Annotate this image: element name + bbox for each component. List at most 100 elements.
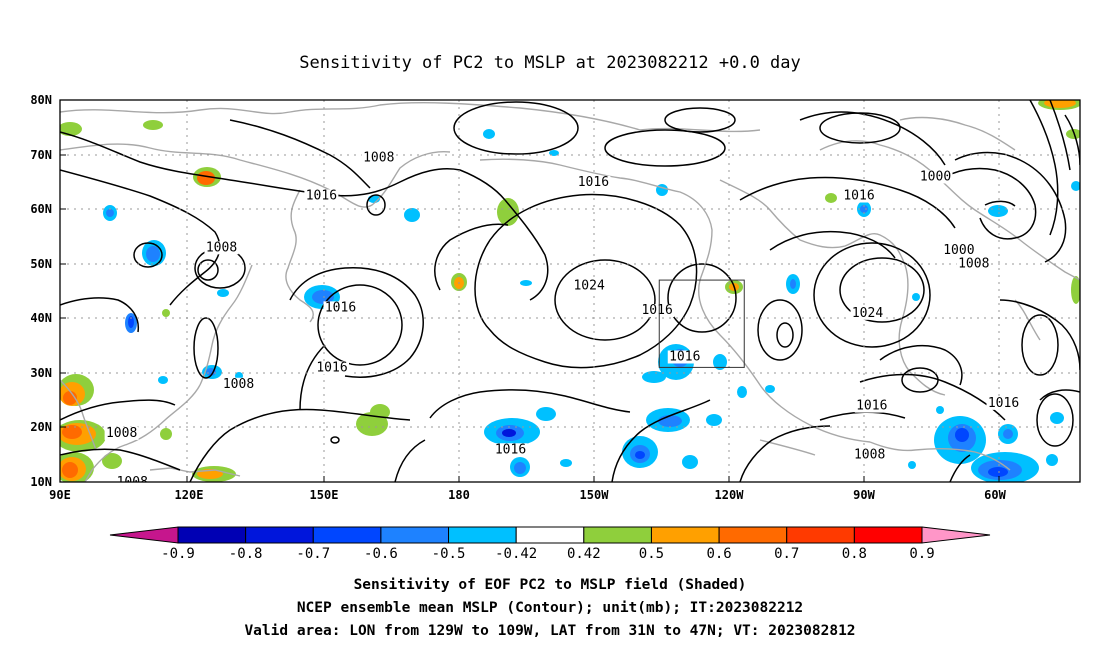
valid-area-box [658, 279, 745, 368]
colorbar-label: 0.8 [842, 546, 867, 562]
lat-label: 20N [30, 420, 52, 434]
contour-label: 1016 [495, 442, 526, 457]
lat-label: 60N [30, 202, 52, 216]
lat-label: 70N [30, 148, 52, 162]
contour-label-background [315, 361, 349, 375]
contour-label-background [667, 350, 702, 364]
lat-label: 10N [30, 475, 52, 489]
contour-label: 1008 [363, 150, 394, 165]
contour-label-background [323, 301, 358, 315]
lon-label: 120W [715, 488, 745, 502]
contour-label-background [956, 257, 991, 271]
colorbar-swatch [515, 526, 585, 544]
colorbar-swatch [312, 526, 382, 544]
colorbar-label: 0.7 [774, 546, 799, 562]
lon-label: 150W [580, 488, 610, 502]
lon-label: 150E [310, 488, 339, 502]
contour-label: 1016 [316, 360, 347, 375]
caption-line-1: Sensitivity of EOF PC2 to MSLP field (Sh… [354, 577, 747, 593]
lat-label: 40N [30, 311, 52, 325]
contour-label-background [854, 399, 889, 413]
lon-label: 180 [448, 488, 470, 502]
contour-label-background [104, 426, 139, 440]
contour-label: 1016 [325, 300, 356, 315]
contour-label: 1016 [669, 349, 700, 364]
colorbar-swatch [786, 526, 855, 544]
contour-label-background [640, 304, 675, 318]
contour-label: 1016 [306, 189, 337, 204]
latitude-labels: 80N 70N 60N 50N 40N 30N 20N 10N [30, 93, 52, 489]
contour-label-background [918, 170, 953, 184]
contour-label-background [842, 189, 876, 203]
colorbar-label: -0.7 [296, 546, 330, 562]
lon-label: 90E [49, 488, 71, 502]
map-frame [59, 99, 1081, 483]
contour-label: 1024 [573, 279, 604, 294]
longitude-labels: 90E 120E 150E 180 150W 120W 90W 60W [49, 488, 1006, 502]
colorbar: -0.9 -0.8 -0.7 -0.6 -0.5 -0.42 0.42 0.5 0.6 0.7 0.… [109, 526, 991, 562]
contour-label: 1008 [117, 475, 148, 490]
contour-label: 1016 [988, 396, 1019, 411]
contour-labels: 1008101610161000100010081016100810241016… [104, 150, 1021, 490]
contour-label-background [304, 189, 339, 203]
colorbar-swatch [245, 526, 314, 544]
caption-line-2: NCEP ensemble mean MSLP (Contour); unit(… [297, 600, 803, 616]
colorbar-label: -0.8 [229, 546, 263, 562]
mslp-contours [60, 100, 1080, 482]
lat-label: 50N [30, 257, 52, 271]
colorbar-label: -0.42 [495, 546, 537, 562]
contour-label-background [572, 279, 607, 293]
contour-label-background [204, 241, 239, 255]
colorbar-label: -0.9 [161, 546, 195, 562]
contour-label-background [850, 306, 885, 320]
contour-label-background [361, 151, 396, 165]
contour-label-background [986, 396, 1021, 410]
lat-lon-grid [60, 100, 1080, 482]
lon-label: 120E [175, 488, 204, 502]
map-area: 1008101610161000100010081016100810241016… [60, 100, 1080, 490]
contour-label-background [221, 377, 256, 391]
colorbar-swatch [177, 526, 247, 544]
contour-label: 1016 [578, 175, 609, 190]
contour-label-background [493, 443, 528, 457]
contour-label: 1016 [856, 399, 887, 414]
coastlines [60, 101, 1080, 482]
colorbar-swatch [853, 526, 923, 544]
colorbar-low-arrow [109, 526, 179, 544]
contour-label-background [115, 476, 150, 482]
lon-label: 60W [984, 488, 1006, 502]
lat-label: 80N [30, 93, 52, 107]
contour-label-background [941, 244, 976, 258]
contour-label: 1024 [852, 306, 883, 321]
map-title: Sensitivity of PC2 to MSLP at 2023082212… [299, 53, 801, 73]
sensitivity-shading [60, 100, 1080, 482]
colorbar-label: 0.42 [567, 546, 601, 562]
contour-label-background [852, 448, 887, 462]
colorbar-label: 0.5 [639, 546, 664, 562]
contour-label: 1016 [843, 189, 874, 204]
colorbar-swatch [380, 526, 450, 544]
colorbar-label: 0.9 [909, 546, 934, 562]
contour-label: 1008 [106, 426, 137, 441]
colorbar-label: -0.5 [432, 546, 466, 562]
contour-label: 1016 [641, 303, 672, 318]
lon-label: 90W [853, 488, 875, 502]
contour-label: 1000 [943, 243, 974, 258]
colorbar-swatch [650, 526, 720, 544]
colorbar-label: 0.6 [706, 546, 731, 562]
colorbar-high-arrow [921, 526, 991, 544]
contour-label: 1008 [854, 448, 885, 463]
contour-label: 1008 [223, 377, 254, 392]
contour-label: 1000 [920, 169, 951, 184]
colorbar-swatch [448, 526, 517, 544]
lat-label: 30N [30, 366, 52, 380]
caption-line-3: Valid area: LON from 129W to 109W, LAT f… [244, 623, 855, 639]
axis-ticks [60, 154, 1000, 482]
colorbar-label: -0.6 [364, 546, 398, 562]
colorbar-swatch [718, 526, 788, 544]
contour-label-background [576, 175, 611, 189]
colorbar-swatch [583, 526, 652, 544]
contour-label: 1008 [958, 257, 989, 272]
contour-label: 1008 [206, 240, 237, 255]
